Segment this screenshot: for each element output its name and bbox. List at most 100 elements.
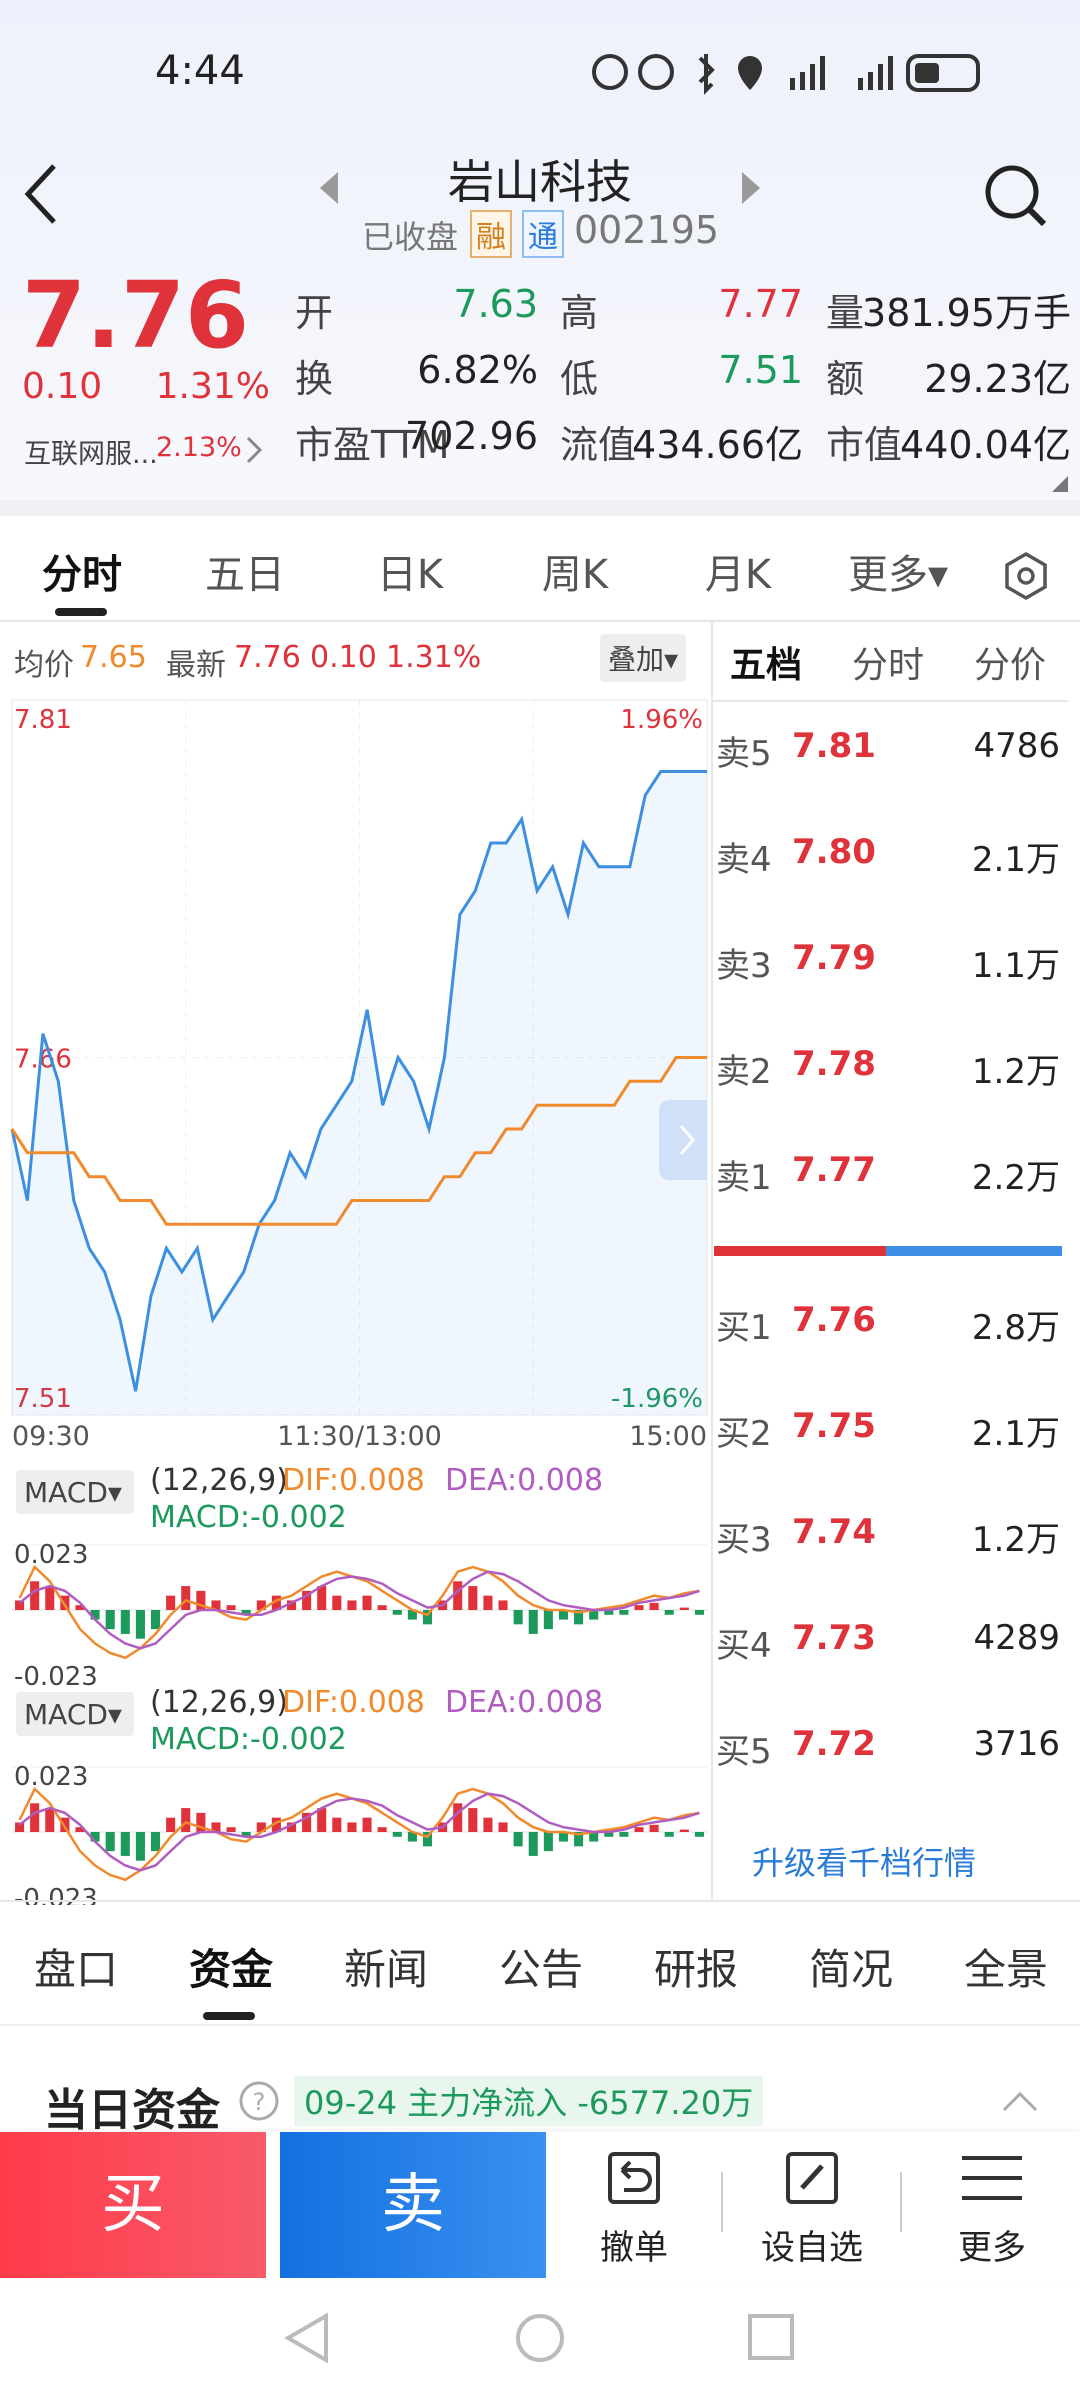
divider [0,1900,1080,1902]
info-text: 均价 [14,648,74,683]
macd-bar [392,1832,402,1837]
next-stock[interactable] [738,170,762,206]
book-price: 7.80 [792,832,876,872]
sector-arrow [246,436,263,464]
bottom-tab[interactable]: 资金 [188,1945,274,1994]
macd-params: (12,26,9) [150,1463,288,1498]
macd-bar [377,1827,387,1832]
field-label: 低 [560,357,599,401]
macd-bar [362,1817,372,1832]
expand-corner[interactable] [1050,474,1070,494]
y2-tick-label: -1.96% [611,1384,703,1414]
y-tick-label: 7.51 [14,1384,72,1414]
book-volume: 3716 [973,1724,1060,1764]
macd-params: (12,26,9) [150,1685,288,1720]
macd-bar [604,1832,614,1837]
cancel-button[interactable]: 撤单 [600,2228,668,2268]
macd-bar [271,1595,281,1610]
upgrade-link[interactable]: 升级看千档行情 [752,1844,977,1882]
nav-bar [284,2312,794,2364]
macd-bar [286,1822,297,1832]
macd-bar [528,1832,538,1856]
macd-bar [649,1824,659,1832]
status-icons [592,54,980,95]
book-tab[interactable]: 分价 [973,645,1047,686]
book-volume: 1.1万 [971,946,1060,986]
side-handle-arrow [679,1125,695,1155]
buy-button[interactable]: 买 [0,2132,266,2278]
price-area [12,771,707,1415]
book-tab-line [713,700,1068,702]
macd-label: MACD:-0.002 [150,1500,347,1535]
macd-bar [135,1832,145,1861]
bottom-tab[interactable]: 研报 [653,1945,739,1994]
macd-bar [271,1817,281,1832]
field-value: 6.82% [417,348,538,392]
settings-icon[interactable] [998,548,1054,604]
book-label: 卖1 [716,1158,772,1198]
macd-bar [453,1581,463,1610]
back-button[interactable] [20,160,60,230]
book-volume: 1.2万 [971,1520,1060,1560]
chart-tab[interactable]: 分时 [42,552,122,598]
book-price: 7.75 [792,1406,876,1446]
macd-bar [302,1590,312,1610]
macd-bar [135,1610,145,1639]
chart-tab[interactable]: 周K [541,552,609,598]
macd-bar [60,1595,70,1610]
search-button[interactable] [980,160,1050,230]
book-tab[interactable]: 五档 [729,645,803,686]
field-value: 7.51 [718,348,803,392]
margin-badge: 融 [470,210,512,258]
info-text: 最新 [166,648,226,683]
macd-bar [513,1832,523,1847]
macd-bar [604,1610,614,1615]
macd-bar [241,1610,251,1615]
avg-line [10,1056,707,1226]
watch-icon [786,2152,838,2204]
macd-bar [498,1822,508,1832]
macd-bar [45,1586,55,1610]
field-value: 381.95万手 [862,291,1071,335]
sector-name[interactable]: 互联网服... [24,439,158,470]
macd-bar [619,1610,629,1615]
bottom-tab[interactable]: 公告 [498,1945,584,1994]
chart-tab[interactable]: 日K [376,552,444,598]
field-value: 702.96 [405,414,538,458]
macd-bar [317,1808,327,1832]
field-label: 量 [826,291,865,335]
bottom-tab[interactable]: 新闻 [343,1945,429,1994]
chart-tab[interactable]: 五日 [205,552,285,598]
macd-bar [211,1600,221,1610]
chart-tab[interactable]: 月K [704,552,772,598]
macd-bar [664,1610,674,1615]
sell-button[interactable]: 卖 [280,2132,546,2278]
dif-label: DIF:0.008 [282,1685,425,1720]
book-price: 7.78 [792,1044,876,1084]
macd-bar [422,1610,433,1625]
book-tab[interactable]: 分时 [851,645,925,686]
prev-stock[interactable] [318,170,342,206]
bottom-tab[interactable]: 简况 [808,1945,894,1994]
macd-bar [694,1832,704,1837]
book-price: 7.77 [792,1150,876,1190]
macd-bar [120,1832,130,1856]
field-label: 高 [560,291,599,335]
overlay-button[interactable]: 叠加▾ [600,634,687,682]
y-tick-label: 0.023 [14,1762,88,1792]
more-button[interactable]: 更多 [958,2228,1026,2268]
bottom-tab[interactable]: 盘口 [33,1945,119,1994]
watch-button[interactable]: 设自选 [761,2228,863,2268]
funds-summary: 09-24 主力净流入 -6577.20万 [294,2076,764,2126]
help-icon[interactable]: ? [238,2080,280,2122]
collapse[interactable] [1000,2086,1040,2116]
macd-bar [679,1607,689,1610]
bottom-tab[interactable]: 全景 [963,1945,1049,1994]
sector-pct[interactable]: 2.13% [156,432,242,463]
side-handle [659,1100,707,1180]
x-tick-label: 11:30/13:00 [277,1421,442,1452]
chart-tab[interactable]: 更多▾ [847,552,949,598]
field-value: 7.77 [718,282,803,326]
dea-line [18,1570,700,1650]
